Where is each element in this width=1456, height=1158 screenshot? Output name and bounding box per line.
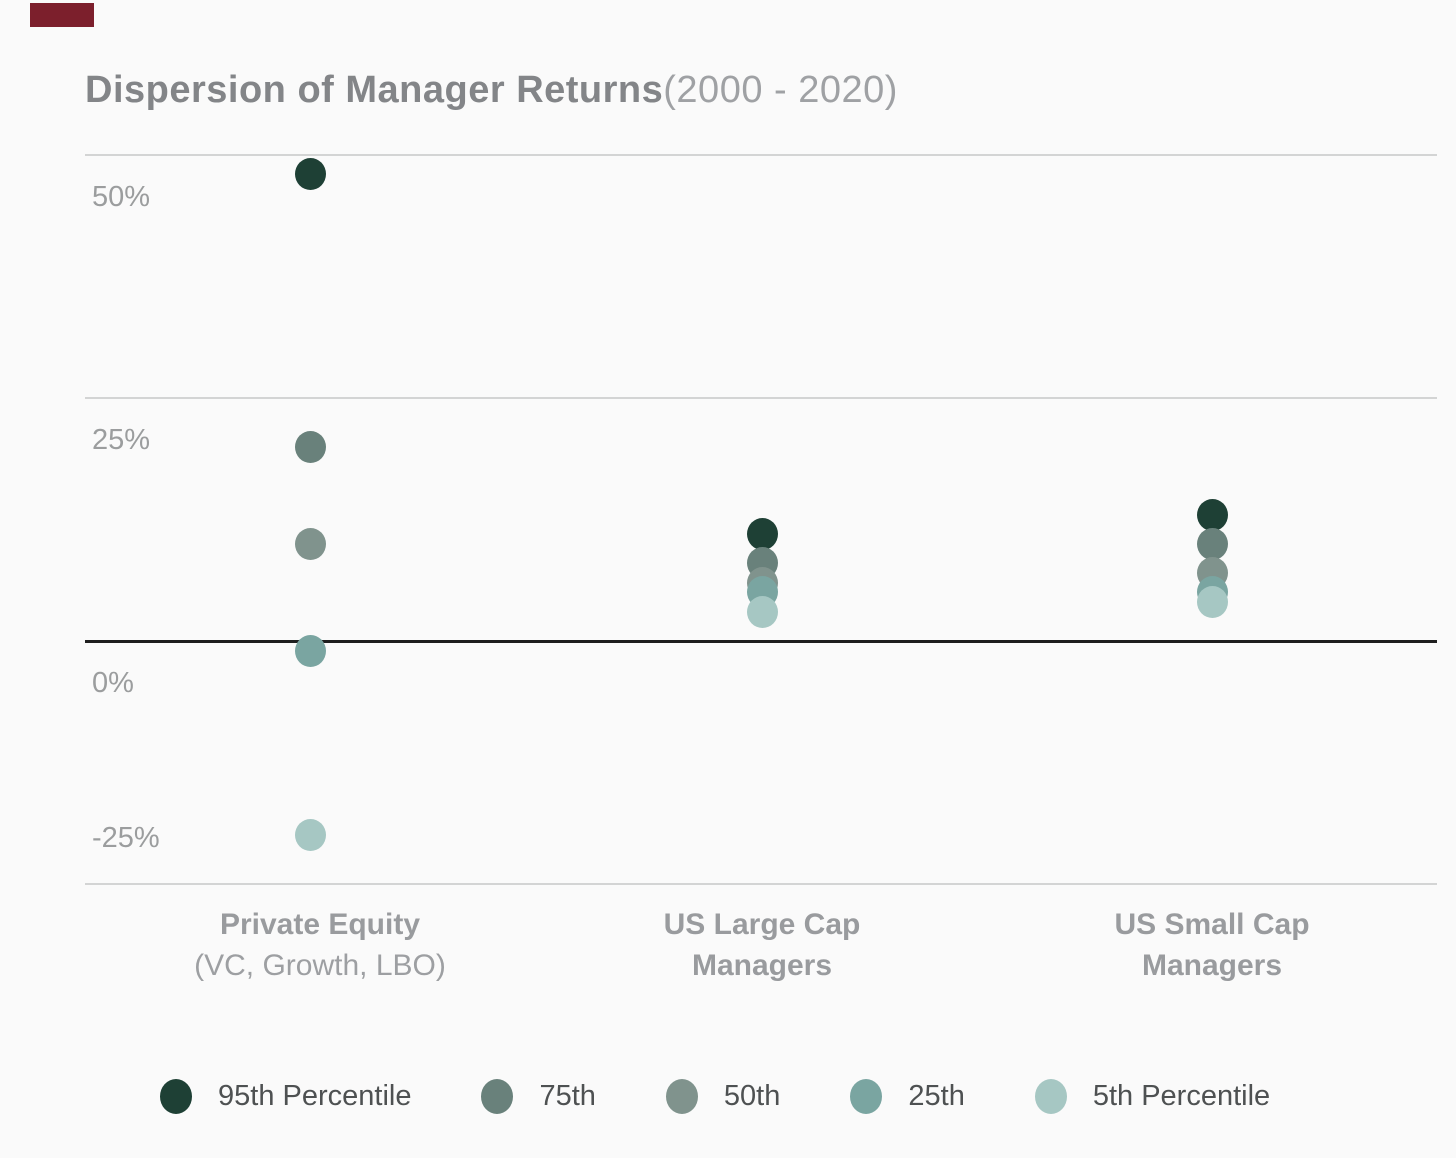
category-label-us-large-cap: US Large Cap Managers	[532, 904, 992, 986]
legend-item-5th-percentile: 5th Percentile	[1034, 1078, 1271, 1114]
dot-us-small-cap-managers-75th	[1196, 527, 1228, 560]
legend-label-25th: 25th	[908, 1079, 965, 1112]
category-label-line1: US Small Cap	[1114, 908, 1310, 941]
legend-swatch-75th	[481, 1078, 514, 1114]
y-tick-label-25: 25%	[92, 424, 151, 456]
category-label-private-equity: Private Equity (VC, Growth, LBO)	[90, 904, 550, 986]
category-label-line2: (VC, Growth, LBO)	[194, 949, 446, 982]
gridline-25	[85, 397, 1437, 399]
dot-us-small-cap-managers-5th-percentile	[1196, 586, 1228, 619]
legend-item-50th: 50th	[665, 1078, 781, 1114]
gridline-50	[85, 154, 1437, 156]
legend-label-95th-percentile: 95th Percentile	[218, 1079, 412, 1112]
legend-item-25th: 25th	[850, 1078, 965, 1114]
dot-private-equity-vc-growth-lbo-50th	[294, 527, 326, 560]
dot-us-small-cap-managers-95th-percentile	[1196, 498, 1228, 531]
legend-swatch-25th	[850, 1078, 883, 1114]
dot-private-equity-vc-growth-lbo-25th	[294, 634, 326, 667]
dot-us-large-cap-managers-95th-percentile	[746, 518, 778, 551]
legend-swatch-95th-percentile	[160, 1078, 192, 1114]
legend-label-75th: 75th	[539, 1079, 596, 1112]
category-label-line1: Private Equity	[219, 908, 421, 941]
dot-private-equity-vc-growth-lbo-95th-percentile	[294, 158, 326, 191]
dot-private-equity-vc-growth-lbo-75th	[294, 430, 326, 463]
chart-title-range: (2000 - 2020)	[663, 69, 898, 111]
chart-legend: 95th Percentile 75th 50th 25th 5th Percentil…	[160, 1076, 1270, 1116]
dot-us-large-cap-managers-5th-percentile	[746, 595, 778, 628]
logo-fragment	[30, 3, 94, 27]
category-label-line1: US Large Cap	[663, 908, 861, 941]
gridline-0	[85, 640, 1437, 643]
y-tick-label-25: -25%	[92, 822, 160, 854]
legend-item-95th-percentile: 95th Percentile	[160, 1078, 412, 1114]
dot-private-equity-vc-growth-lbo-5th-percentile	[294, 819, 326, 852]
gridline-25	[85, 883, 1437, 885]
chart-title-main: Dispersion of Manager Returns	[85, 69, 664, 111]
legend-swatch-50th	[665, 1078, 698, 1114]
legend-label-5th-percentile: 5th Percentile	[1092, 1079, 1271, 1112]
chart-title: Dispersion of Manager Returns(2000 - 202…	[85, 68, 898, 112]
legend-label-50th: 50th	[723, 1079, 781, 1112]
category-label-us-small-cap: US Small Cap Managers	[982, 904, 1442, 986]
legend-item-75th: 75th	[481, 1078, 596, 1114]
y-tick-label-50: 50%	[92, 181, 151, 213]
category-label-line2: Managers	[691, 949, 833, 982]
category-label-line2: Managers	[1141, 949, 1283, 982]
y-tick-label-0: 0%	[92, 667, 134, 699]
legend-swatch-5th-percentile	[1034, 1078, 1067, 1114]
